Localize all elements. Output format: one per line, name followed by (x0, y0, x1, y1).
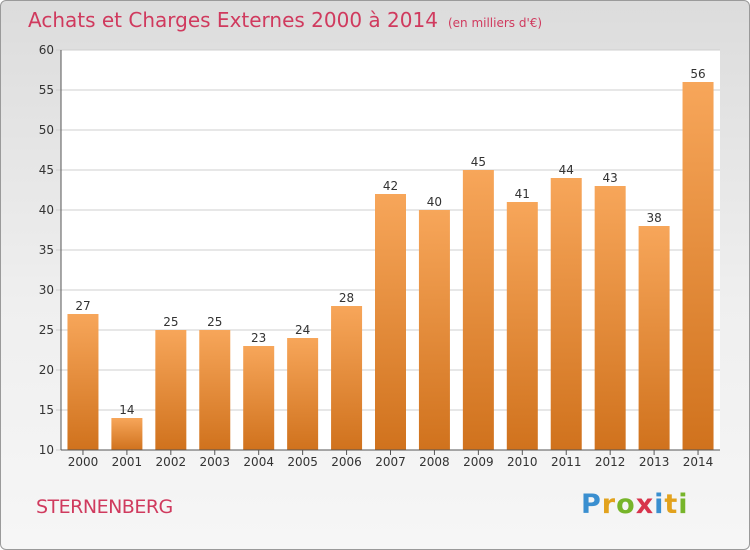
bar (594, 186, 626, 450)
bar-value-label: 45 (471, 155, 486, 169)
bar-value-label: 23 (251, 331, 266, 345)
x-tick-label: 2001 (112, 455, 143, 469)
logo-letter: i (678, 489, 689, 520)
bar (243, 346, 275, 450)
x-tick-label: 2008 (419, 455, 450, 469)
x-tick-label: 2010 (507, 455, 538, 469)
logo-letter: i (654, 489, 665, 520)
x-tick-label: 2003 (199, 455, 230, 469)
x-tick-label: 2005 (287, 455, 318, 469)
commune-name: STERNENBERG (36, 496, 173, 518)
bar-value-label: 56 (690, 67, 705, 81)
logo-letter: t (664, 489, 679, 520)
x-tick-label: 2009 (463, 455, 494, 469)
bar-value-label: 43 (603, 171, 618, 185)
x-tick-label: 2012 (595, 455, 626, 469)
bar-value-label: 27 (75, 299, 90, 313)
x-tick-label: 2007 (375, 455, 406, 469)
y-tick-label: 25 (39, 323, 54, 337)
y-tick-label: 60 (39, 43, 54, 57)
y-tick-label: 55 (39, 83, 54, 97)
bar (550, 178, 582, 450)
bar (375, 194, 406, 450)
y-tick-label: 15 (39, 403, 54, 417)
bar-value-label: 14 (119, 403, 134, 417)
bar (287, 338, 319, 450)
bar (418, 210, 450, 450)
y-tick-label: 30 (39, 283, 54, 297)
bar (638, 226, 670, 450)
x-tick-label: 2011 (551, 455, 582, 469)
bar (682, 82, 714, 450)
x-tick-label: 2000 (68, 455, 99, 469)
bar (111, 418, 143, 450)
bar-value-label: 41 (515, 187, 530, 201)
bar (506, 202, 538, 450)
x-tick-label: 2014 (683, 455, 714, 469)
bar (331, 306, 363, 450)
x-tick-label: 2004 (243, 455, 274, 469)
x-tick-label: 2002 (156, 455, 187, 469)
bar (462, 170, 494, 450)
bar-value-label: 38 (646, 211, 661, 225)
bar-value-label: 42 (383, 179, 398, 193)
chart-title: Achats et Charges Externes 2000 à 2014 (e… (28, 8, 542, 32)
y-tick-label: 40 (39, 203, 54, 217)
bar (67, 314, 99, 450)
bar-value-label: 25 (163, 315, 178, 329)
x-tick-label: 2006 (331, 455, 362, 469)
logo-letter: x (635, 489, 655, 520)
y-tick-label: 10 (39, 443, 54, 457)
bar (155, 330, 187, 450)
bar-value-label: 24 (295, 323, 310, 337)
logo-letter: P (581, 489, 602, 520)
bar (199, 330, 231, 450)
proxiti-logo: Proxiti (581, 489, 689, 520)
y-tick-label: 35 (39, 243, 54, 257)
bar-value-label: 25 (207, 315, 222, 329)
chart-title-text: Achats et Charges Externes 2000 à 2014 (28, 8, 438, 32)
logo-letter: r (601, 489, 617, 520)
bar-value-label: 40 (427, 195, 442, 209)
logo-letter: o (616, 489, 636, 520)
y-tick-label: 20 (39, 363, 54, 377)
y-tick-label: 50 (39, 123, 54, 137)
bar-value-label: 28 (339, 291, 354, 305)
x-tick-label: 2013 (639, 455, 670, 469)
y-tick-label: 45 (39, 163, 54, 177)
bar-value-label: 44 (559, 163, 574, 177)
chart-unit: (en milliers d'€) (447, 16, 543, 30)
